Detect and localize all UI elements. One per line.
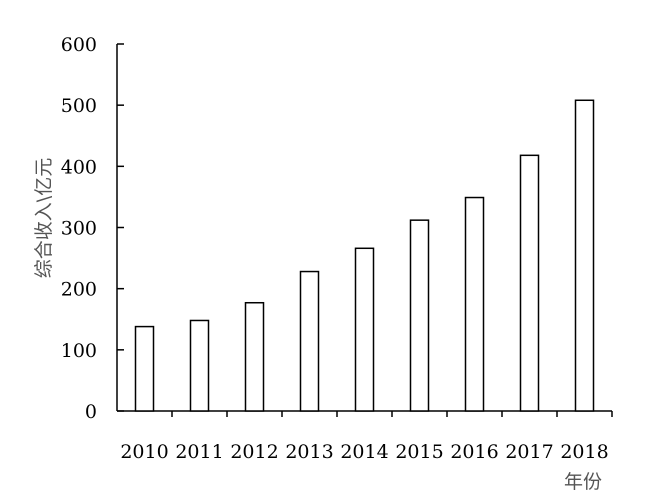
bar-2014 [354, 247, 375, 412]
y-tick-label: 600 [61, 34, 97, 56]
bar-2016 [464, 196, 485, 412]
bar-2018 [574, 99, 595, 412]
bar-2015 [409, 219, 430, 412]
y-tick-label: 100 [61, 340, 97, 362]
x-tick-label: 2017 [505, 441, 553, 463]
y-tick-label: 200 [61, 279, 97, 301]
y-axis-title: 综合收入\亿元 [33, 158, 55, 278]
bar-2011 [189, 319, 210, 412]
bar-2010 [134, 325, 155, 412]
x-tick-label: 2016 [450, 441, 498, 463]
x-tick-label: 2018 [560, 441, 608, 463]
bars [134, 99, 595, 412]
x-tick-label: 2010 [120, 441, 168, 463]
y-tick-label: 500 [61, 95, 97, 117]
bar-2017 [519, 154, 540, 412]
y-axis: 0 100 200 300 400 500 600 [61, 34, 124, 423]
x-tick-label: 2015 [395, 441, 443, 463]
bar-2012 [244, 301, 265, 412]
x-axis-title: 年份 [564, 471, 602, 493]
x-axis [117, 410, 613, 417]
x-tick-label: 2011 [175, 441, 223, 463]
x-tick-labels: 2010 2011 2012 2013 2014 2015 2016 2017 2018 [120, 441, 608, 463]
y-tick-label: 300 [61, 218, 97, 240]
x-tick-label: 2013 [285, 441, 333, 463]
bar-2013 [299, 270, 320, 412]
x-tick-label: 2012 [230, 441, 278, 463]
y-tick-label: 0 [85, 401, 97, 423]
x-tick-label: 2014 [340, 441, 388, 463]
y-tick-label: 400 [61, 156, 97, 178]
